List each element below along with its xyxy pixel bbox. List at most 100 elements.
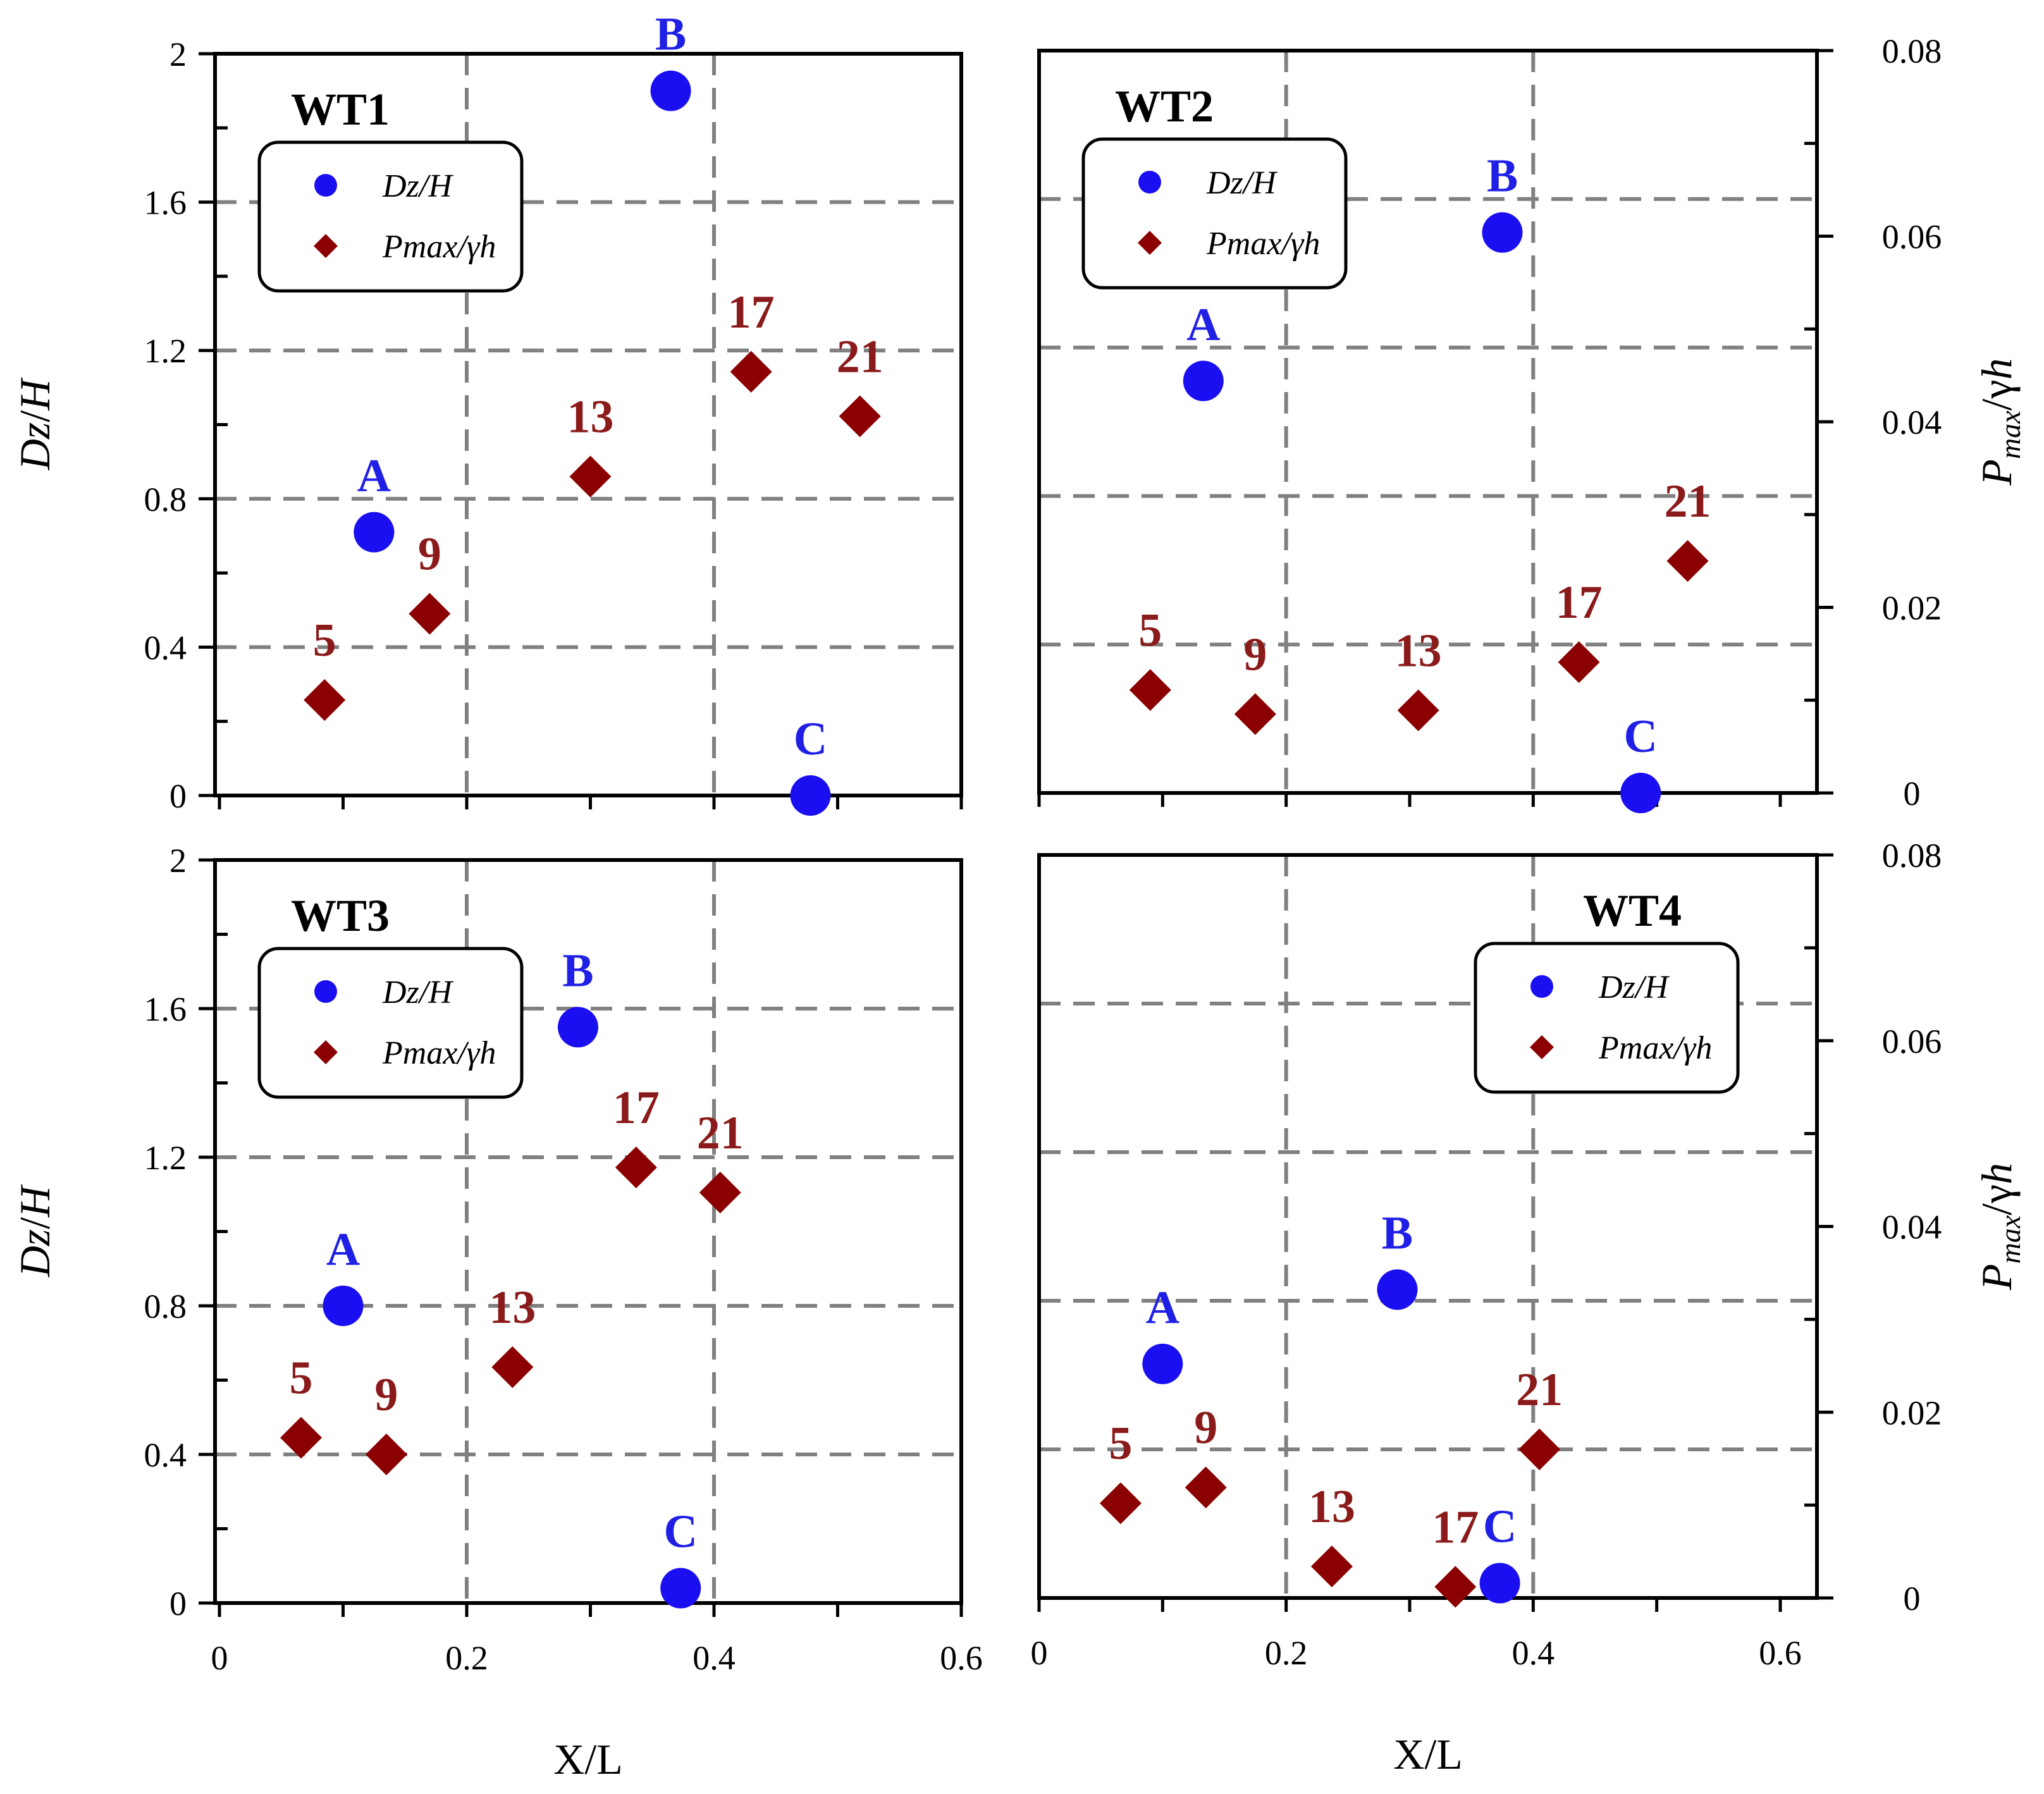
pmax-point-label: 9	[1194, 1402, 1217, 1454]
pmax-point	[699, 1171, 741, 1213]
y-left-axis-title-slash: /	[11, 1217, 59, 1229]
legend-marker-circle	[314, 980, 337, 1003]
y-left-tick-label: 1.2	[144, 1139, 187, 1177]
y-left-tick-label: 0.8	[144, 481, 187, 519]
y-right-tick-label: 0.08	[1882, 32, 1942, 70]
pmax-point-label: 5	[1109, 1418, 1132, 1470]
y-left-axis-title-H: H	[11, 377, 59, 411]
x-axis-title: X/L	[553, 1735, 623, 1783]
x-tick-label: 0.6	[940, 1639, 983, 1677]
panel-title: WT1	[291, 84, 390, 135]
pmax-point-label: 13	[489, 1282, 536, 1334]
dz-point	[354, 512, 395, 553]
y-right-axis-title: Pmax/γh	[1973, 1163, 2026, 1291]
legend-marker-circle	[1138, 171, 1161, 194]
legend-marker-circle	[314, 174, 337, 197]
y-left-tick-label: 0	[169, 777, 187, 815]
pmax-point-label: 17	[728, 286, 775, 338]
y-right-tick-label: 0.04	[1882, 403, 1942, 441]
dz-point-label: C	[663, 1506, 697, 1558]
pmax-point	[365, 1434, 407, 1475]
y-left-axis-title: Dz/H	[11, 1184, 59, 1277]
x-axis-title: X/L	[1393, 1730, 1463, 1778]
y-left-tick-label: 1.2	[144, 332, 187, 370]
dz-point-label: A	[1146, 1282, 1179, 1334]
legend-marker-diamond	[314, 234, 338, 258]
pmax-point	[280, 1416, 323, 1459]
y-left-axis-title-italic: Dz	[11, 422, 59, 471]
legend: Dz/H Pmax/γh	[257, 947, 524, 1099]
pmax-point	[409, 593, 451, 635]
pmax-point-label: 13	[1395, 625, 1442, 677]
dz-point	[323, 1286, 364, 1326]
dz-point	[1142, 1343, 1183, 1384]
dz-point	[1377, 1269, 1418, 1310]
y-right-tick-label: 0.02	[1882, 1394, 1942, 1432]
panel-title: WT2	[1115, 81, 1214, 132]
panel-title: WT3	[291, 890, 390, 941]
y-right-axis-title-sub: max	[1994, 1215, 2026, 1263]
legend-marker-diamond	[314, 1040, 338, 1064]
panel-title: WT4	[1583, 885, 1682, 936]
legend: Dz/H Pmax/γh	[257, 140, 524, 293]
y-right-axis-title-rest: /γ	[1973, 1184, 2021, 1215]
x-tick-label: 0	[1031, 1634, 1048, 1672]
pmax-point	[1558, 641, 1600, 684]
pmax-point-label: 5	[313, 615, 336, 667]
pmax-point-label: 21	[1665, 476, 1711, 527]
dz-point	[660, 1568, 701, 1609]
pmax-point-label: 9	[1243, 629, 1267, 680]
dz-point	[1620, 773, 1661, 813]
dz-point	[1479, 1563, 1520, 1604]
dz-point-label: C	[794, 713, 827, 765]
pmax-point-label: 9	[374, 1369, 398, 1421]
y-left-tick-label: 0.4	[144, 1436, 187, 1474]
legend-label-pmax: Pmax/γh	[382, 1035, 496, 1071]
pmax-point-label: 21	[1516, 1364, 1563, 1416]
panel-wt4: 0 0.2 0.4 0.6 X/L 0 0.02 0.04 0.06 0.08 Pmax/γh WT4…	[1031, 837, 2027, 1778]
legend-label-dz: Dz/H	[1598, 969, 1670, 1005]
legend-marker-circle	[1530, 975, 1553, 998]
y-right-tick-label: 0.08	[1882, 837, 1942, 875]
pmax-point-label: 9	[418, 529, 441, 581]
pmax-point	[730, 350, 772, 393]
dz-point-label: B	[1487, 151, 1518, 202]
pmax-point	[1234, 693, 1276, 735]
pmax-point-label: 21	[697, 1107, 744, 1159]
pmax-point	[1397, 689, 1439, 732]
y-right-tick-label: 0.04	[1882, 1208, 1942, 1246]
pmax-point	[1310, 1545, 1353, 1588]
legend-box	[257, 140, 524, 293]
y-left-tick-label: 0.8	[144, 1287, 187, 1325]
legend: Dz/H Pmax/γh	[1474, 942, 1740, 1094]
pmax-point	[1129, 669, 1171, 711]
y-left-axis-title: Dz/H	[11, 377, 59, 470]
legend-label-dz: Dz/H	[382, 168, 453, 204]
dz-point-label: C	[1624, 711, 1658, 763]
panel-wt2: 0 0.02 0.04 0.06 0.08 Pmax/γh WT2 Dz/H Pmax/γh 5 9…	[1037, 32, 2026, 813]
panel-wt3: 0 0.2 0.4 0.6 X/L 0 0.4 0.8 1.2 1.6 2 Dz/H WT3 Dz/H Pm…	[11, 842, 983, 1783]
dz-point	[650, 70, 691, 111]
y-left-tick-label: 2	[169, 842, 187, 880]
legend-marker-diamond	[1138, 231, 1162, 255]
y-left-tick-label: 0.4	[144, 629, 187, 667]
pmax-point	[304, 679, 346, 721]
legend-label-pmax: Pmax/γh	[1598, 1030, 1712, 1066]
x-tick-label: 0.2	[1265, 1634, 1308, 1672]
y-right-axis-title-rest: /γ	[1973, 379, 2021, 410]
pmax-point	[615, 1146, 657, 1189]
y-right-tick-label: 0	[1904, 775, 1921, 813]
pmax-point-label: 17	[613, 1082, 660, 1134]
x-tick-label: 0.2	[445, 1639, 488, 1677]
dz-point-label: B	[562, 945, 593, 997]
pmax-point-label: 17	[1432, 1501, 1479, 1553]
dz-point-label: B	[1382, 1207, 1413, 1259]
x-tick-label: 0.6	[1759, 1634, 1802, 1672]
legend-box	[1474, 942, 1740, 1094]
x-tick-label: 0.4	[693, 1639, 736, 1677]
dz-point	[1183, 360, 1224, 402]
dz-point	[1482, 212, 1523, 253]
pmax-point-label: 13	[567, 391, 614, 443]
pmax-point	[491, 1346, 534, 1388]
